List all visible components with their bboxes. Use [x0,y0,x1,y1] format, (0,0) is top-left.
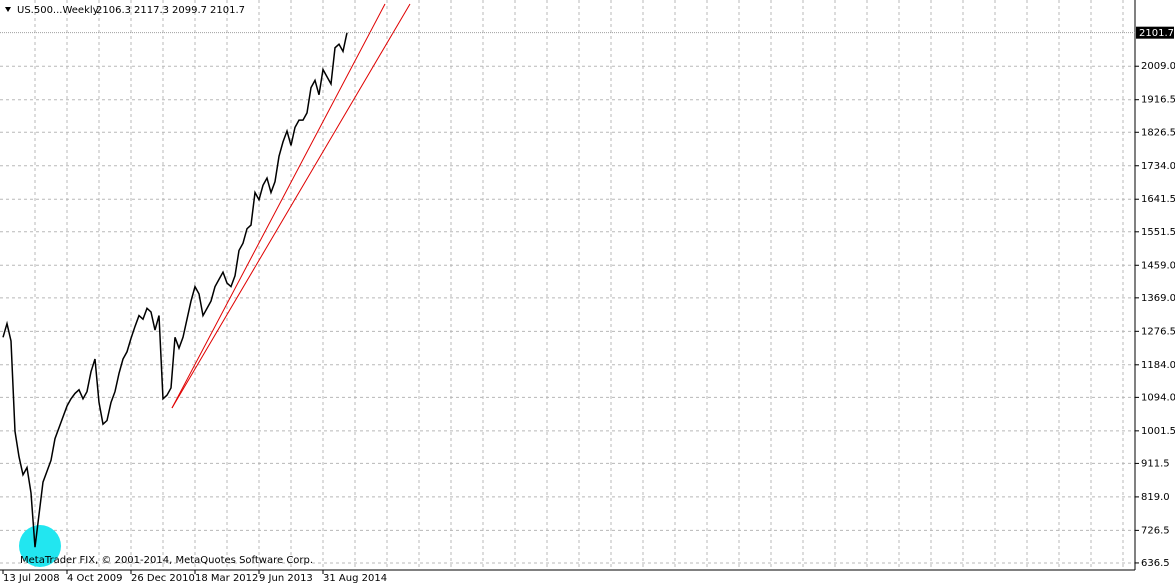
y-tick-label: 2009.0 [1141,61,1175,72]
price-tag [1136,26,1174,39]
x-tick-label: 13 Jul 2008 [3,573,60,584]
price-tag-label: 2101.7 [1139,28,1174,39]
y-tick-label: 911.5 [1141,458,1170,469]
price-line-series [2,32,348,548]
grid [0,0,1135,570]
chart-title: US.500...Weekly [17,5,99,16]
ohlc-value: 2106.3 [96,5,131,16]
trend-line [171,3,411,409]
y-tick-label: 1551.5 [1141,227,1175,238]
y-tick-label: 1001.5 [1141,426,1175,437]
trend-line [171,3,386,409]
y-tick-label: 1369.0 [1141,293,1175,304]
ohlc-value: 2099.7 [172,5,207,16]
plot [2,32,348,548]
y-tick-label: 1826.5 [1141,127,1175,138]
x-tick-label: 18 Mar 2012 [195,573,258,584]
y-tick-label: 1916.5 [1141,95,1175,106]
y-tick-label: 819.0 [1141,492,1170,503]
y-tick-label: 1641.5 [1141,194,1175,205]
menu-arrow[interactable] [5,7,11,12]
y-tick-label: 1184.0 [1141,360,1175,371]
x-tick-label: 31 Aug 2014 [323,573,387,584]
x-tick-label: 4 Oct 2009 [67,573,122,584]
y-tick-label: 1276.5 [1141,326,1175,337]
y-tick-label: 1094.0 [1141,392,1175,403]
y-tick-label: 636.5 [1141,558,1170,569]
x-tick-label: 26 Dec 2010 [131,573,195,584]
ohlc-value: 2117.3 [134,5,169,16]
x-tick-label: 9 Jun 2013 [259,573,313,584]
y-tick-label: 726.5 [1141,525,1170,536]
y-tick-label: 1734.0 [1141,161,1175,172]
ohlc-value: 2101.7 [210,5,245,16]
cursor-marker [19,525,61,567]
copyright: MetaTrader FIX, © 2001-2014, MetaQuotes … [20,555,313,566]
y-tick-label: 1459.0 [1141,260,1175,271]
